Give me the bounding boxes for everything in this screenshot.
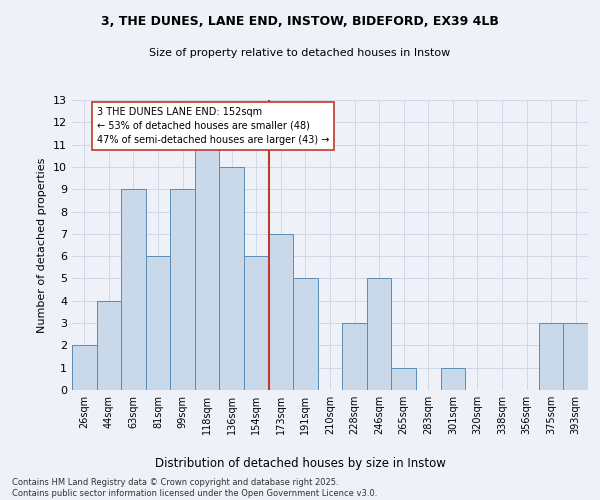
Bar: [121, 189, 146, 390]
Bar: [342, 323, 367, 390]
Bar: [539, 323, 563, 390]
Bar: [97, 301, 121, 390]
Text: 3, THE DUNES, LANE END, INSTOW, BIDEFORD, EX39 4LB: 3, THE DUNES, LANE END, INSTOW, BIDEFORD…: [101, 15, 499, 28]
Text: Contains HM Land Registry data © Crown copyright and database right 2025.
Contai: Contains HM Land Registry data © Crown c…: [12, 478, 377, 498]
Bar: [367, 278, 391, 390]
Bar: [440, 368, 465, 390]
Y-axis label: Number of detached properties: Number of detached properties: [37, 158, 47, 332]
Text: Distribution of detached houses by size in Instow: Distribution of detached houses by size …: [155, 458, 445, 470]
Text: 3 THE DUNES LANE END: 152sqm
← 53% of detached houses are smaller (48)
47% of se: 3 THE DUNES LANE END: 152sqm ← 53% of de…: [97, 106, 329, 144]
Text: Size of property relative to detached houses in Instow: Size of property relative to detached ho…: [149, 48, 451, 58]
Bar: [195, 144, 220, 390]
Bar: [72, 346, 97, 390]
Bar: [269, 234, 293, 390]
Bar: [244, 256, 269, 390]
Bar: [293, 278, 318, 390]
Bar: [563, 323, 588, 390]
Bar: [220, 167, 244, 390]
Bar: [146, 256, 170, 390]
Bar: [391, 368, 416, 390]
Bar: [170, 189, 195, 390]
